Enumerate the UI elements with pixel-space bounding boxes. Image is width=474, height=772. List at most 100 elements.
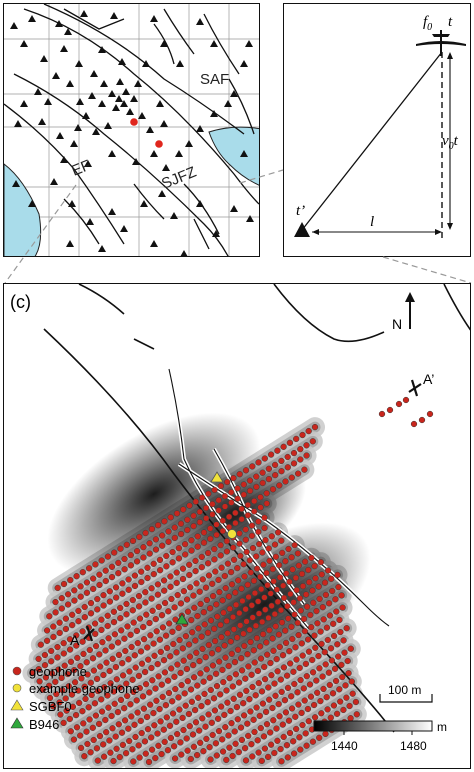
geophone-marker bbox=[85, 704, 92, 711]
geophone-marker bbox=[167, 583, 174, 590]
seismic-station-icon bbox=[52, 72, 60, 79]
seismic-station-icon bbox=[40, 55, 48, 62]
geophone-marker bbox=[327, 645, 335, 652]
geophone-marker bbox=[244, 581, 251, 588]
geophone-marker bbox=[166, 620, 173, 627]
geophone-marker bbox=[282, 558, 289, 565]
geophone-marker bbox=[222, 724, 229, 731]
geophone-marker bbox=[270, 717, 277, 724]
geophone-marker bbox=[197, 600, 204, 608]
geophone-marker bbox=[131, 652, 138, 659]
geophone-marker bbox=[271, 680, 278, 687]
seismic-station-icon bbox=[84, 160, 92, 167]
seismic-station-icon bbox=[196, 200, 204, 207]
geophone-marker bbox=[215, 576, 222, 584]
geophone-marker bbox=[155, 603, 162, 611]
geophone-marker bbox=[73, 573, 80, 580]
geophone-marker bbox=[276, 643, 283, 651]
geophone-marker bbox=[243, 618, 250, 625]
geophone-marker bbox=[340, 637, 347, 644]
geophone-marker bbox=[292, 644, 299, 651]
geophone-marker bbox=[209, 731, 216, 739]
geophone-marker bbox=[173, 649, 180, 656]
geophone-marker bbox=[386, 406, 394, 414]
geophone-marker bbox=[263, 721, 271, 728]
seismic-station-icon bbox=[176, 60, 184, 67]
seismic-station-icon bbox=[230, 205, 238, 212]
geophone-marker bbox=[119, 590, 126, 597]
geophone-marker bbox=[100, 602, 107, 609]
seismic-station-icon bbox=[112, 104, 120, 111]
geophone-marker bbox=[303, 742, 310, 749]
geophone-marker bbox=[209, 511, 216, 518]
geophone-marker bbox=[277, 676, 284, 683]
geophone-marker bbox=[150, 640, 157, 647]
geophone-marker bbox=[190, 522, 197, 530]
geophone-marker bbox=[303, 452, 310, 459]
geophone-marker bbox=[312, 575, 319, 582]
geophone-marker bbox=[223, 756, 230, 764]
geophone-marker bbox=[121, 566, 128, 573]
geophone-marker bbox=[308, 554, 315, 561]
geophone-marker bbox=[133, 558, 141, 565]
geophone-marker bbox=[329, 587, 336, 595]
geophone-marker bbox=[233, 703, 241, 711]
geophone-marker bbox=[129, 537, 137, 545]
geophone-marker bbox=[258, 585, 265, 593]
geophone-marker bbox=[69, 703, 77, 710]
geophone-marker bbox=[173, 718, 180, 725]
geophone-marker bbox=[255, 749, 262, 756]
geophone-marker bbox=[295, 562, 302, 569]
geophone-marker bbox=[46, 694, 54, 702]
geophone-marker bbox=[248, 671, 255, 678]
array-site-marker bbox=[130, 118, 138, 126]
geophone-marker bbox=[53, 690, 60, 698]
geophone-marker bbox=[279, 652, 287, 659]
geophone-marker bbox=[238, 736, 246, 744]
geophone-marker bbox=[205, 641, 212, 649]
geophone-marker bbox=[137, 717, 144, 725]
geophone-marker bbox=[117, 604, 124, 612]
geophone-marker bbox=[175, 694, 182, 701]
geophone-marker bbox=[151, 652, 158, 659]
seismic-station-icon bbox=[74, 124, 82, 131]
geophone-marker bbox=[205, 572, 213, 579]
geophone-marker bbox=[253, 553, 260, 560]
geophone-marker bbox=[250, 716, 257, 723]
geophone-marker bbox=[178, 751, 185, 758]
seismic-station-icon bbox=[44, 98, 52, 105]
geophone-marker bbox=[335, 583, 342, 591]
geophone-marker bbox=[109, 725, 116, 732]
geophone-marker bbox=[232, 509, 239, 517]
geophone-marker bbox=[66, 715, 73, 723]
geophone-marker bbox=[348, 678, 355, 685]
geophone-marker bbox=[106, 588, 113, 595]
geophone-marker bbox=[125, 586, 132, 593]
geophone-marker bbox=[313, 607, 320, 615]
geophone-marker bbox=[303, 442, 310, 449]
geophone-marker bbox=[286, 578, 293, 585]
geophone-marker bbox=[130, 688, 137, 696]
geophone-marker bbox=[156, 567, 164, 574]
geophone-marker bbox=[100, 741, 107, 748]
geophone-marker bbox=[144, 644, 151, 651]
geophone-marker bbox=[179, 565, 187, 572]
geophone-marker bbox=[199, 645, 206, 653]
geophone-marker bbox=[240, 491, 247, 498]
seismic-station-icon bbox=[50, 178, 58, 185]
geophone-marker bbox=[300, 615, 308, 623]
geophone-marker bbox=[266, 557, 273, 564]
geophone-marker bbox=[69, 621, 76, 629]
geophone-marker bbox=[154, 591, 162, 598]
geophone-marker bbox=[269, 486, 277, 493]
geophone-marker bbox=[285, 717, 293, 724]
geophone-marker bbox=[142, 529, 149, 537]
geophone-marker bbox=[173, 569, 180, 576]
geophone-marker bbox=[105, 635, 112, 642]
seismic-station-icon bbox=[88, 92, 96, 99]
geophone-marker bbox=[242, 536, 249, 543]
geophone-marker bbox=[169, 698, 176, 705]
geophone-marker bbox=[87, 599, 95, 607]
geophone-marker bbox=[161, 738, 168, 746]
seismic-station-icon bbox=[92, 128, 100, 135]
